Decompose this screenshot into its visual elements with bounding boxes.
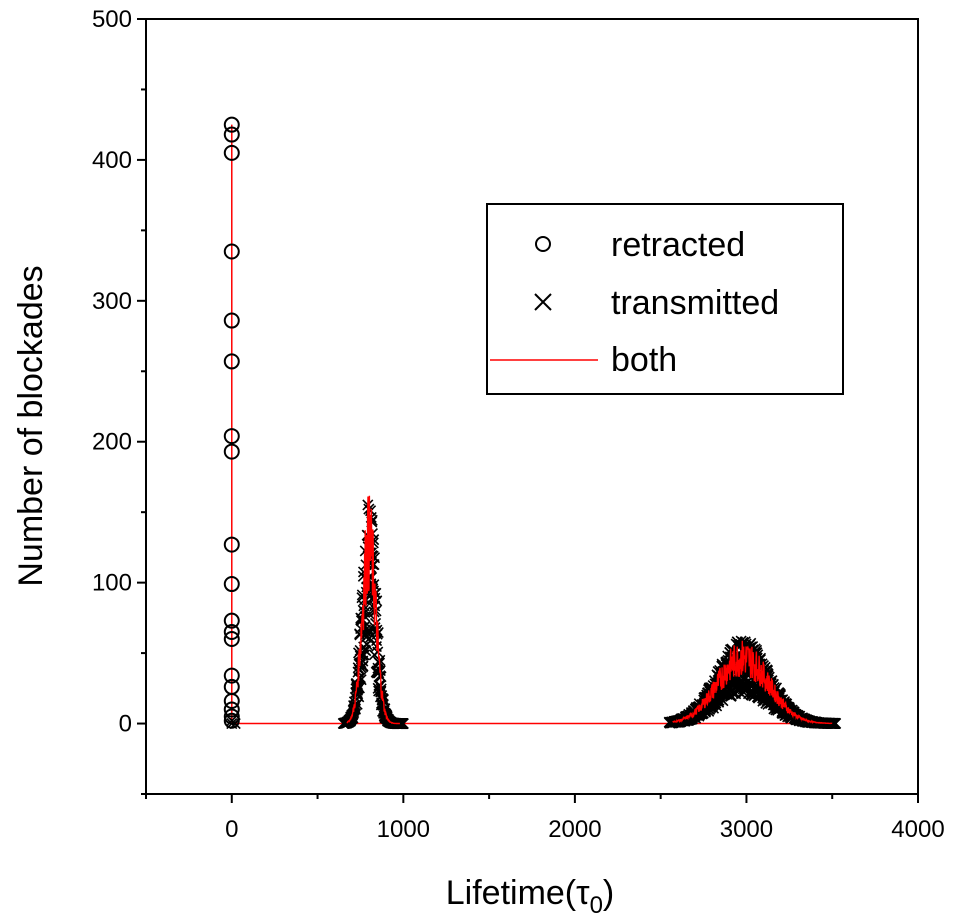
y-tick-label: 100 — [92, 570, 132, 597]
transmitted-point — [830, 717, 842, 730]
both-line-peak — [346, 495, 400, 725]
plot-frame — [145, 18, 919, 795]
retracted-point — [223, 443, 240, 460]
x-axis-title: Lifetime(τ0) — [446, 874, 615, 919]
y-tick-label: 500 — [92, 6, 132, 33]
retracted-point — [223, 428, 240, 445]
retracted-point — [223, 126, 240, 143]
retracted-point — [223, 612, 240, 629]
legend-label-transmitted: transmitted — [611, 284, 779, 322]
retracted-point — [223, 631, 240, 647]
axes: 0 1000 2000 3000 4000 0 100 200 300 400 500 — [92, 6, 945, 843]
retracted-point — [223, 576, 240, 593]
y-tick-label: 400 — [92, 147, 132, 174]
retracted-point — [223, 116, 240, 133]
retracted-point — [223, 693, 240, 709]
retracted-point — [223, 623, 240, 640]
legend-marker-retracted — [535, 236, 551, 252]
legend: retracted transmitted both — [486, 203, 844, 395]
legend-label-retracted: retracted — [611, 226, 745, 264]
transmitted-point — [361, 638, 373, 651]
transmitted-point — [397, 717, 409, 730]
series-layer — [223, 116, 842, 730]
retracted-point — [223, 667, 240, 684]
retracted-point — [223, 712, 240, 729]
retracted-point — [223, 243, 240, 260]
y-tick-label: 0 — [119, 711, 132, 738]
legend-label-both: both — [611, 341, 677, 379]
both-line-peak — [672, 640, 833, 725]
y-tick-label: 300 — [92, 288, 132, 315]
y-tick-label: 200 — [92, 429, 132, 456]
retracted-point — [223, 701, 240, 718]
x-tick-label: 3000 — [720, 816, 773, 843]
y-axis-title: Number of blockades — [12, 265, 50, 586]
x-tick-label: 4000 — [891, 816, 944, 843]
retracted-point — [223, 708, 240, 725]
retracted-point — [223, 536, 240, 553]
x-tick-label: 1000 — [377, 816, 430, 843]
retracted-point — [223, 144, 240, 161]
retracted-point — [223, 312, 240, 329]
x-tick-label: 2000 — [548, 816, 601, 843]
retracted-point — [223, 353, 240, 370]
legend-marker-transmitted — [534, 293, 552, 311]
x-tick-label: 0 — [225, 816, 238, 843]
